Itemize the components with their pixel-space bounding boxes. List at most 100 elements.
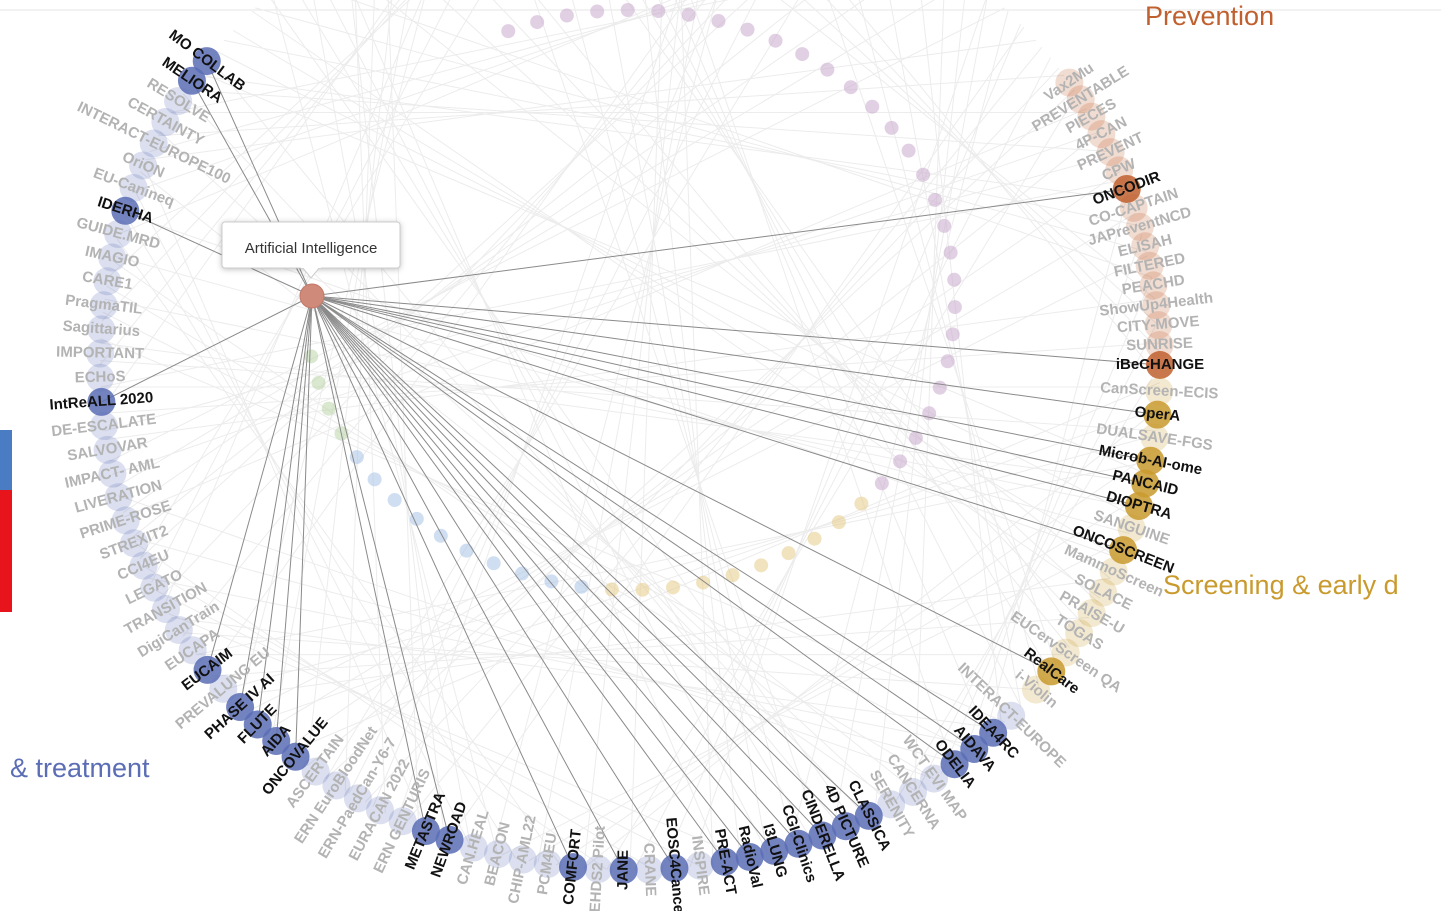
ai-link (311, 295, 994, 734)
ai-link (311, 295, 823, 836)
project-node (98, 459, 127, 488)
project-node (93, 435, 122, 464)
background-link (858, 0, 1040, 687)
ring-dot (651, 4, 666, 19)
project-node (1131, 232, 1160, 261)
project-node (808, 821, 837, 850)
ring-dot (807, 531, 822, 546)
background-link (492, 0, 717, 853)
ring-dot (947, 272, 962, 287)
ai-link (239, 295, 313, 708)
background-link (185, 89, 1111, 153)
background-link (537, 0, 1070, 648)
project-node (920, 764, 949, 793)
background-link (105, 298, 1156, 441)
project-node (1117, 514, 1146, 543)
ai-link (311, 295, 1052, 672)
project-node (87, 387, 116, 416)
background-link (780, 0, 1156, 300)
ring-dot (367, 472, 382, 487)
ring-dot (943, 245, 958, 260)
background-link (133, 541, 608, 870)
project-label: ECHoS (75, 368, 126, 386)
background-link (350, 0, 1153, 278)
ai-link (275, 295, 313, 742)
background-link (100, 179, 1124, 388)
background-link (117, 495, 935, 780)
ai-link (311, 295, 1124, 551)
background-link (629, 0, 663, 871)
project-node (343, 784, 372, 813)
project-node (192, 47, 221, 76)
project-node (1119, 193, 1148, 222)
background-link (894, 364, 1161, 803)
ring-dot (928, 192, 943, 207)
project-node (120, 529, 149, 558)
project-node (1125, 212, 1154, 241)
ring-dot (932, 380, 947, 395)
cluster-label: Prevention (1145, 1, 1274, 31)
ring-dot (908, 430, 923, 445)
background-link (100, 338, 1005, 723)
project-node (129, 151, 158, 180)
project-node (164, 615, 193, 644)
ai-link (311, 295, 1140, 507)
project-label: JANE (614, 850, 631, 890)
ring-dot (387, 492, 402, 507)
ai-node[interactable] (299, 283, 325, 309)
project-node (979, 718, 1008, 747)
background-link (826, 0, 1161, 353)
background-link (170, 617, 999, 729)
project-node (558, 853, 587, 882)
background-link (984, 192, 1129, 741)
background-link (680, 0, 714, 864)
cluster-label: Screening & early d (1163, 570, 1399, 600)
ring-dot (795, 47, 810, 62)
background-link (170, 0, 729, 113)
background-link (159, 0, 726, 599)
project-node (1055, 68, 1084, 97)
ring-dot (530, 15, 545, 30)
background-link (674, 0, 989, 738)
ring-dot (781, 546, 796, 561)
ai-link (311, 295, 1146, 484)
project-node (104, 220, 133, 249)
background-link (804, 0, 1159, 326)
project-node (1077, 599, 1106, 628)
ring-dot (937, 218, 952, 233)
project-label: CRANE (640, 843, 659, 897)
background-link (111, 259, 896, 803)
project-node (301, 757, 330, 786)
ring-dot (311, 375, 326, 390)
ai-link (311, 295, 847, 827)
background-link (101, 0, 393, 410)
ring-dot (865, 99, 880, 114)
ring-dot (916, 167, 931, 182)
project-node (940, 750, 969, 779)
ring-dot (515, 566, 530, 581)
background-link (537, 0, 699, 863)
project-node (1077, 102, 1106, 131)
background-link (182, 0, 706, 637)
project-node (411, 817, 440, 846)
project-node (1146, 351, 1174, 379)
ai-link (311, 295, 751, 858)
project-node (93, 267, 122, 296)
background-link (849, 0, 1161, 379)
background-link (658, 0, 1022, 707)
background-link (271, 0, 409, 738)
project-label: EHDS2 Pilot (587, 825, 609, 911)
ring-dot (947, 300, 962, 315)
background-link (212, 617, 1090, 677)
project-label: iBeCHANGE (1116, 356, 1204, 373)
background-link (442, 0, 1099, 603)
background-link (139, 0, 480, 559)
background-link (555, 452, 1153, 866)
ring-dot (820, 62, 835, 77)
background-link (832, 0, 988, 832)
background-link (245, 255, 1148, 714)
background-link (492, 0, 1085, 626)
project-label: IMPORTANT (56, 344, 144, 363)
project-node (1037, 657, 1066, 686)
ring-dot (604, 582, 619, 597)
